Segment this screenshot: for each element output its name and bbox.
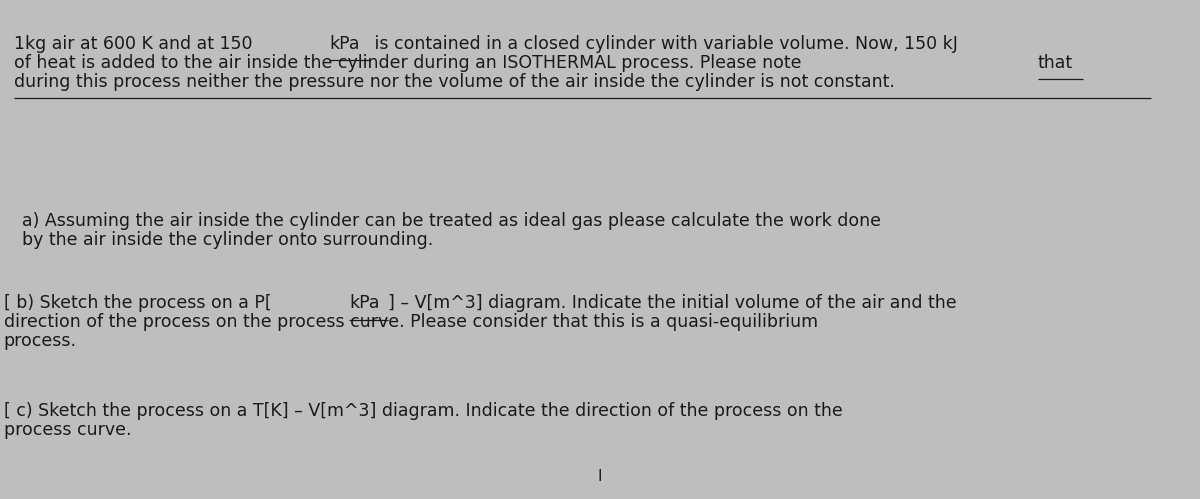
Text: kPa: kPa bbox=[329, 35, 360, 53]
Text: kPa: kPa bbox=[349, 294, 379, 312]
Text: of heat is added to the air inside the cylinder during an ISOTHERMAL process. Pl: of heat is added to the air inside the c… bbox=[14, 54, 808, 72]
Text: is contained in a closed cylinder with variable volume. Now, 150 kJ: is contained in a closed cylinder with v… bbox=[368, 35, 958, 53]
Text: ] – V[m^3] diagram. Indicate the initial volume of the air and the: ] – V[m^3] diagram. Indicate the initial… bbox=[389, 294, 956, 312]
Text: that: that bbox=[1038, 54, 1073, 72]
Text: during this process neither the pressure nor the volume of the air inside the cy: during this process neither the pressure… bbox=[14, 73, 895, 91]
Text: [ b) Sketch the process on a P[: [ b) Sketch the process on a P[ bbox=[4, 294, 271, 312]
Text: by the air inside the cylinder onto surrounding.: by the air inside the cylinder onto surr… bbox=[22, 231, 433, 249]
Text: 1kg air at 600 K and at 150: 1kg air at 600 K and at 150 bbox=[14, 35, 258, 53]
Text: process curve.: process curve. bbox=[4, 421, 131, 439]
Text: direction of the process on the process curve. Please consider that this is a qu: direction of the process on the process … bbox=[4, 313, 817, 331]
Text: process.: process. bbox=[4, 332, 77, 350]
Text: [ c) Sketch the process on a T[K] – V[m^3] diagram. Indicate the direction of th: [ c) Sketch the process on a T[K] – V[m^… bbox=[4, 402, 842, 420]
Text: I: I bbox=[598, 469, 602, 484]
Text: a) Assuming the air inside the cylinder can be treated as ideal gas please calcu: a) Assuming the air inside the cylinder … bbox=[22, 212, 881, 230]
